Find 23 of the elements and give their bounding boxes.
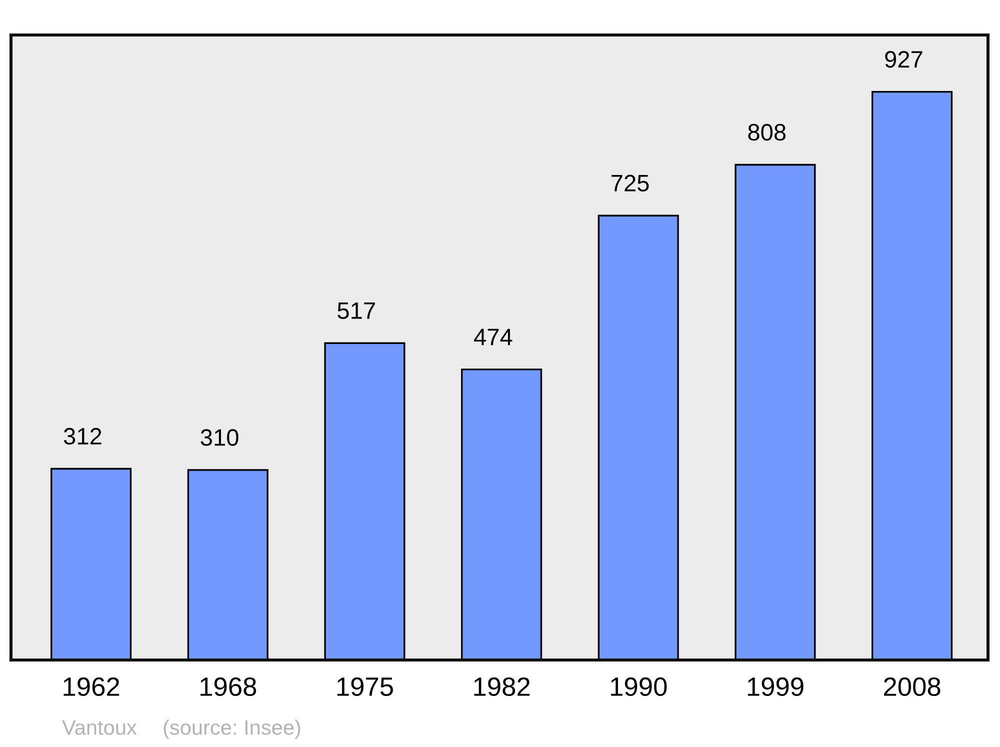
data-label: 474 (474, 328, 512, 346)
data-label: 808 (748, 124, 786, 141)
bar (324, 342, 406, 660)
bar (598, 214, 679, 660)
data-label: 517 (338, 302, 375, 320)
x-tick-label: 1975 (337, 677, 393, 696)
data-label: 927 (885, 50, 922, 68)
x-tick-label: 2008 (884, 677, 940, 696)
x-tick-label: 1968 (200, 677, 256, 696)
x-tick-label: 1982 (474, 677, 530, 696)
bar (187, 469, 268, 660)
bar (461, 368, 542, 660)
text: Vantoux (62, 720, 137, 735)
data-label: 310 (200, 429, 238, 446)
bar (734, 164, 816, 660)
data-label: 312 (64, 428, 102, 445)
x-tick-label: 1999 (748, 677, 804, 696)
x-tick-label: 1962 (64, 677, 120, 696)
bar (872, 90, 953, 660)
x-tick-label: 1990 (611, 677, 667, 696)
bar (50, 468, 132, 660)
text: (source: Insee) (164, 720, 300, 739)
data-label: 725 (612, 174, 649, 192)
